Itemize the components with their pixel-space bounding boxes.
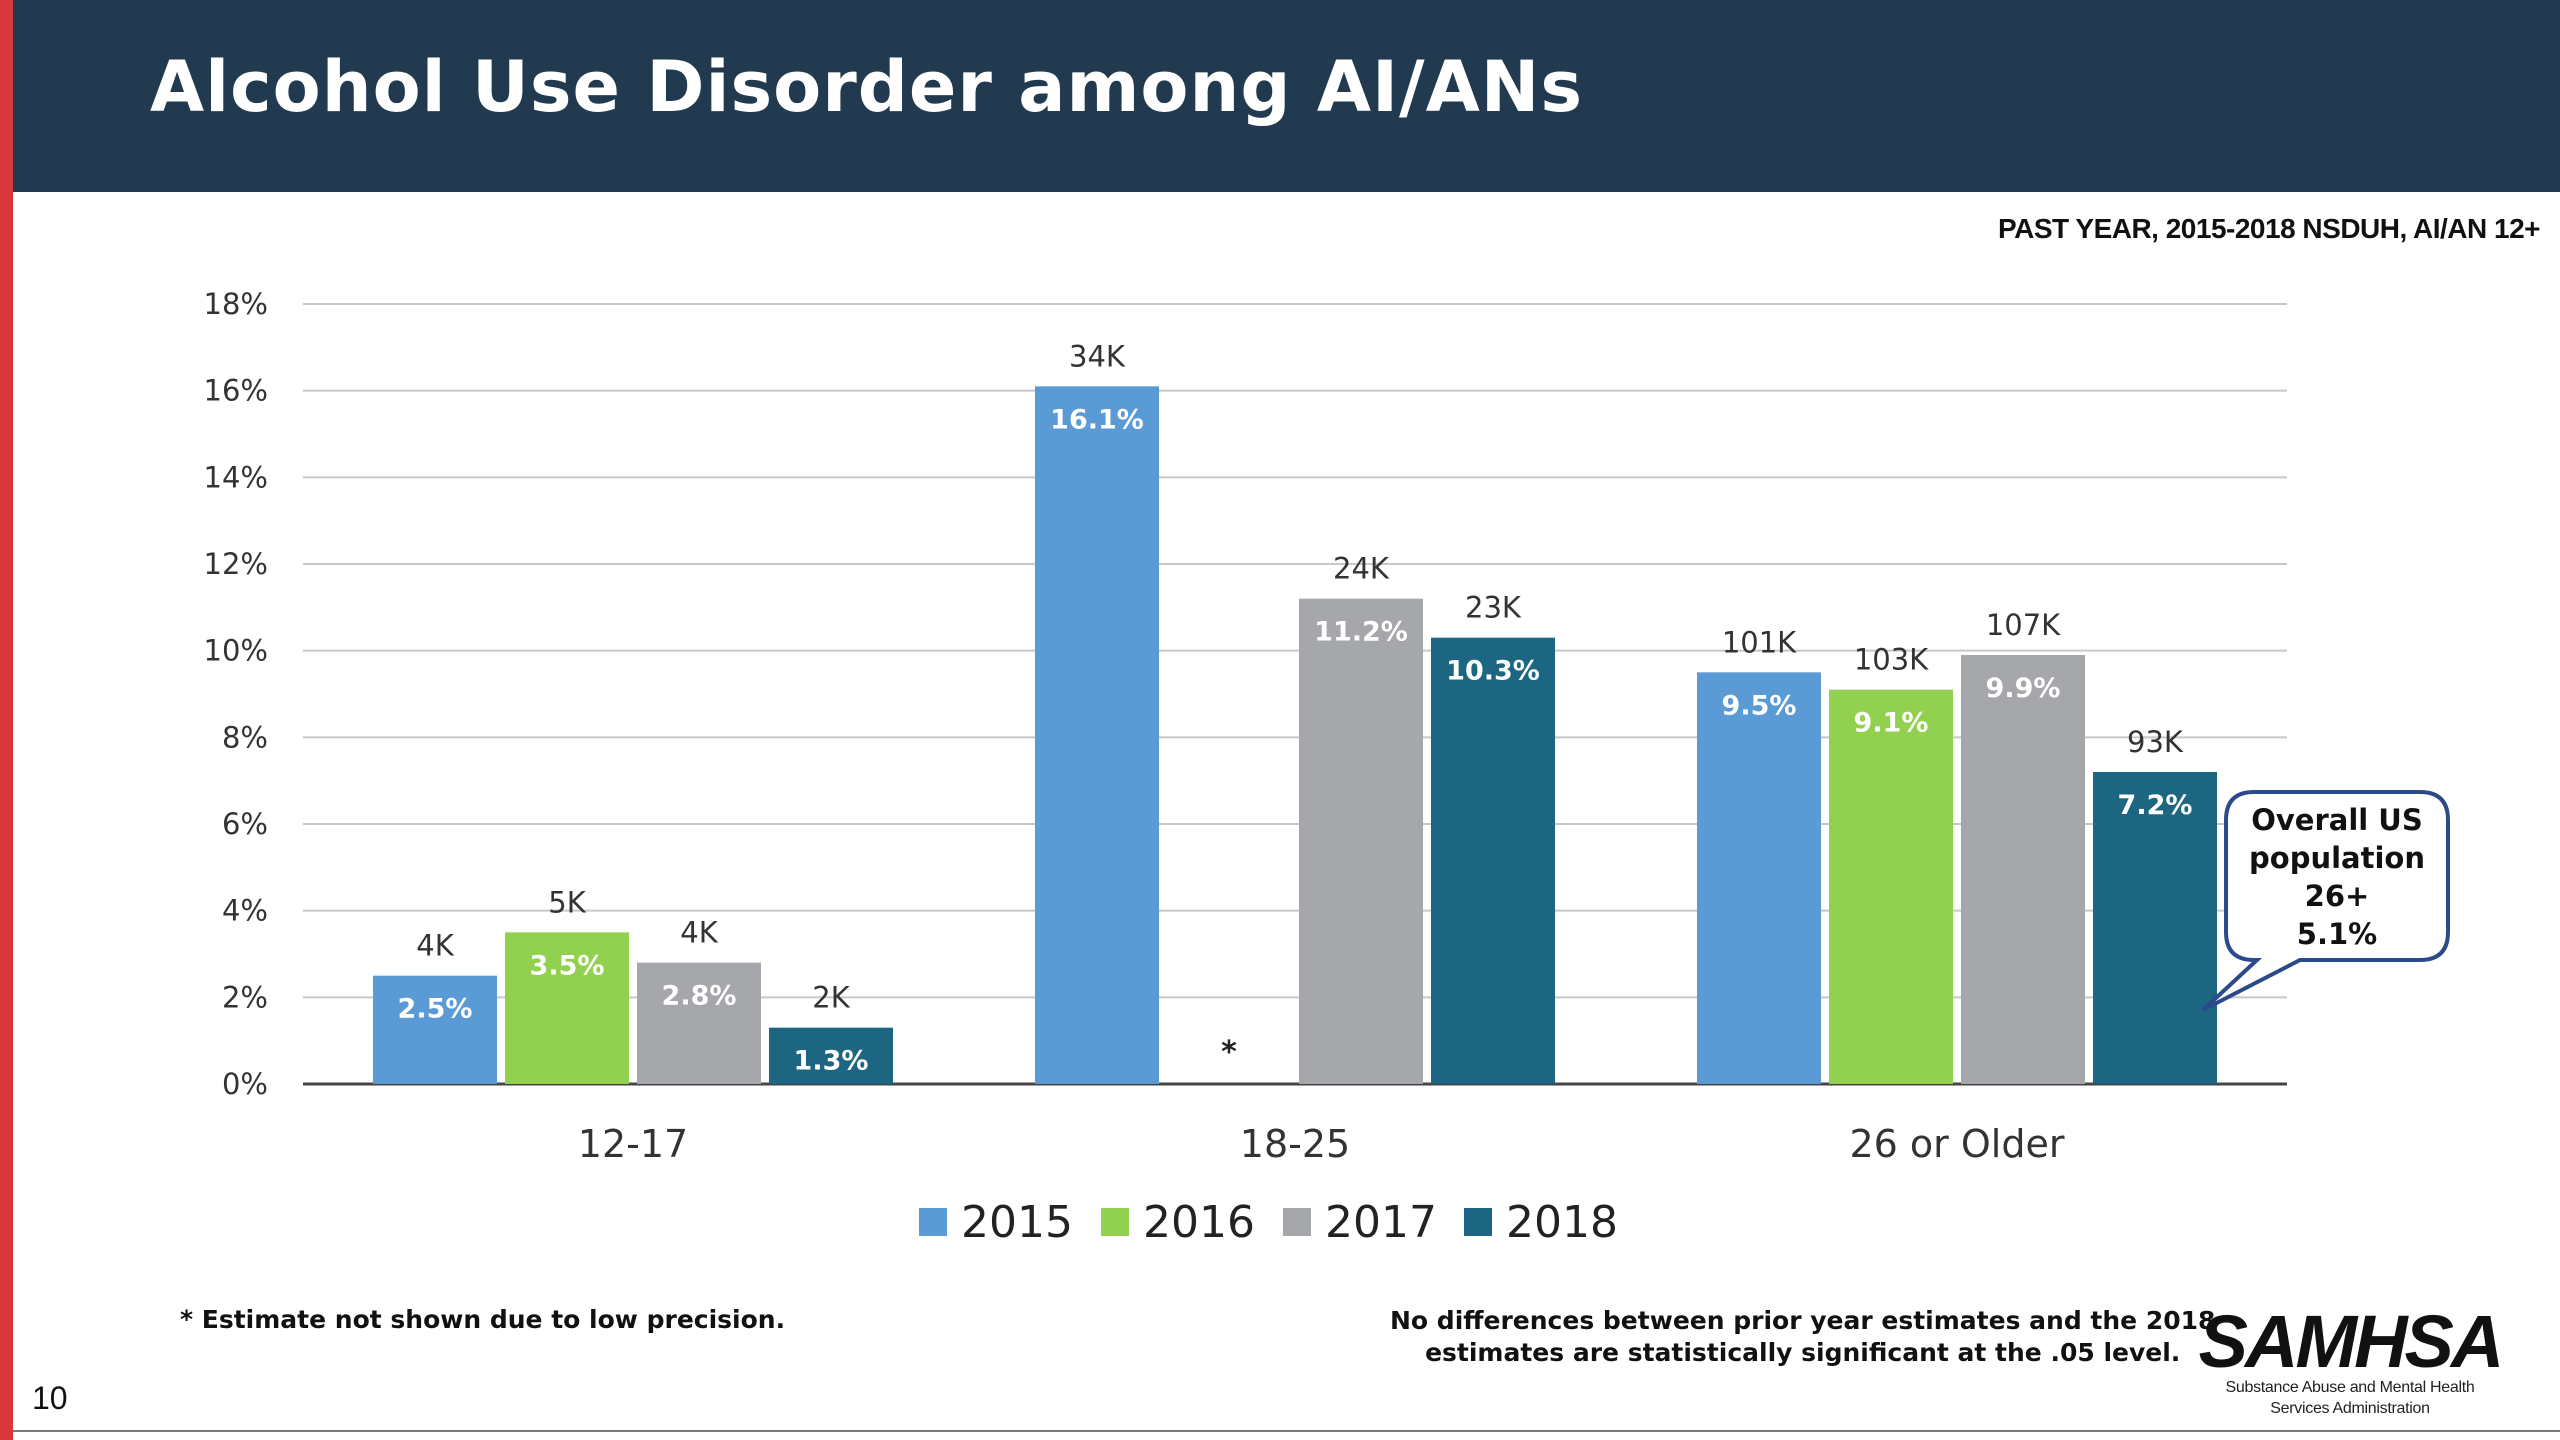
logo-wordmark: SAMHSA (2198, 1300, 2505, 1383)
y-tick-label: 18% (204, 287, 268, 321)
legend-swatch-2016 (1101, 1208, 1129, 1236)
y-tick-label: 6% (222, 807, 268, 841)
y-tick-label: 14% (204, 460, 268, 494)
bar-value-label: 2.8% (662, 981, 737, 1012)
bar-value-label: 9.1% (1854, 708, 1929, 739)
bar-2018-26-or-older (2093, 772, 2217, 1084)
bar-count-label: 34K (1069, 339, 1126, 373)
legend-label-2016: 2016 (1143, 1197, 1255, 1248)
legend-swatch-2015 (919, 1208, 947, 1236)
bar-2017-26-or-older (1961, 655, 2085, 1084)
bar-2016-26-or-older (1829, 689, 1953, 1084)
logo-subtitle-line1: Substance Abuse and Mental Health (2225, 1379, 2475, 1396)
callout-text-line: 5.1% (2297, 917, 2377, 951)
significance-note-line2: estimates are statistically significant … (1425, 1338, 2181, 1367)
bar-2016-12-17 (505, 932, 629, 1084)
x-category-label: 18-25 (1240, 1122, 1350, 1166)
legend-label-2018: 2018 (1506, 1197, 1618, 1248)
bar-count-label: 107K (1986, 608, 2061, 642)
legend-swatch-2018 (1464, 1208, 1492, 1236)
legend: 2015 2016 2017 2018 (919, 1197, 1618, 1248)
bar-value-label: 3.5% (530, 950, 605, 981)
bar-value-label: 1.3% (794, 1046, 869, 1077)
slide-title: Alcohol Use Disorder among AI/ANs (150, 46, 1584, 128)
callout: Overall US population 26+ 5.1% (2201, 790, 2450, 1012)
callout-text-line: population (2249, 841, 2425, 875)
x-category-label: 26 or Older (1850, 1122, 2065, 1166)
bar-value-label: 7.2% (2118, 790, 2193, 821)
y-tick-label: 4% (222, 894, 268, 928)
bar-count-label: 4K (680, 916, 718, 950)
y-tick-label: 2% (222, 980, 268, 1014)
bar-2018-18-25 (1431, 637, 1555, 1084)
significance-note-line1: No differences between prior year estima… (1390, 1306, 2216, 1335)
legend-label-2015: 2015 (961, 1197, 1073, 1248)
x-category-label: 12-17 (578, 1122, 688, 1166)
samhsa-logo: SAMHSA Substance Abuse and Mental Health… (2195, 1305, 2515, 1425)
bar-value-label: 11.2% (1314, 617, 1408, 648)
data-labels: 2.5% 4K 3.5% 5K 2.8% 4K 1.3% 2K 16.1% 34K * 11.2% 24… (398, 339, 2193, 1076)
bar-2017-12-17 (637, 962, 761, 1084)
chart-subtitle: PAST YEAR, 2015-2018 NSDUH, AI/AN 12+ (1998, 213, 2540, 244)
bars (373, 386, 2217, 1084)
y-tick-label: 16% (204, 374, 268, 408)
y-tick-label: 10% (204, 634, 268, 668)
bar-count-label: 5K (548, 885, 586, 919)
y-tick-label: 0% (222, 1067, 268, 1101)
legend-label-2017: 2017 (1325, 1197, 1437, 1248)
bar-count-label: 23K (1465, 591, 1522, 625)
page-number: 10 (32, 1380, 68, 1416)
accent-bar (0, 0, 13, 1440)
bar-2017-18-25 (1299, 598, 1423, 1084)
x-axis-category-labels: 12-17 18-25 26 or Older (578, 1122, 2065, 1166)
callout-bubble (2201, 790, 2450, 1012)
title-banner (13, 0, 2560, 192)
bar-count-label: 4K (416, 929, 454, 963)
bar-value-label: 16.1% (1050, 404, 1144, 435)
suppressed-estimate-marker: * (1221, 1035, 1237, 1070)
bar-value-label: 9.9% (1986, 673, 2061, 704)
bar-2015-12-17 (373, 975, 497, 1084)
y-axis-tick-labels: 0% 2% 4% 6% 8% 10% 12% 14% 16% 18% (204, 287, 268, 1101)
significance-note: No differences between prior year estima… (1390, 1305, 2215, 1369)
bar-count-label: 2K (812, 981, 850, 1015)
callout-text-line: 26+ (2305, 879, 2370, 913)
bar-value-label: 2.5% (398, 994, 473, 1025)
logo-subtitle: Substance Abuse and Mental Health Servic… (2195, 1377, 2505, 1419)
bottom-rule (13, 1430, 2560, 1432)
bar-count-label: 101K (1722, 625, 1797, 659)
y-tick-label: 12% (204, 547, 268, 581)
bar-count-label: 93K (2127, 725, 2184, 759)
legend-swatch-2017 (1283, 1208, 1311, 1236)
gridlines (303, 303, 2287, 1086)
y-tick-label: 8% (222, 720, 268, 754)
callout-text-line: Overall US (2251, 803, 2423, 837)
bar-count-label: 103K (1854, 643, 1929, 677)
bar-value-label: 9.5% (1722, 690, 1797, 721)
bar-2015-18-25 (1035, 386, 1159, 1084)
bar-2015-26-or-older (1697, 672, 1821, 1084)
bar-2018-12-17 (769, 1027, 893, 1084)
bar-value-label: 10.3% (1446, 656, 1540, 687)
bar-count-label: 24K (1333, 552, 1390, 586)
logo-subtitle-line2: Services Administration (2270, 1400, 2430, 1417)
footnote: * Estimate not shown due to low precisio… (180, 1305, 786, 1334)
